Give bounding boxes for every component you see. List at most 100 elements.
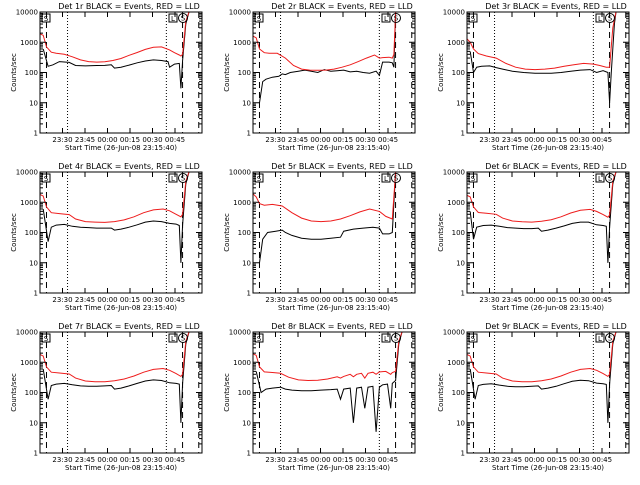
y-tick-label: 10000	[443, 169, 465, 177]
x-tick-label: 00:00	[524, 456, 544, 464]
plot-frame	[466, 11, 630, 134]
y-tick-label: 10000	[229, 329, 251, 337]
y-tick-label: 1000	[447, 39, 465, 47]
x-tick-label: 00:00	[310, 136, 330, 144]
x-tick-label: 23:45	[502, 456, 522, 464]
series-line-lld	[253, 12, 397, 71]
y-tick-label: 10000	[16, 9, 38, 17]
x-tick-label: 00:45	[378, 136, 398, 144]
y-tick-label: 10000	[443, 329, 465, 337]
legend-box-left-label: S	[44, 335, 49, 343]
x-tick-label: 23:30	[265, 136, 285, 144]
legend-circle-right-label: S	[181, 175, 186, 183]
legend-circle-right	[178, 13, 188, 23]
y-tick-label: 10	[456, 259, 465, 267]
legend-circle-right-label: S	[394, 15, 399, 23]
x-tick-label: 00:15	[333, 136, 353, 144]
legend-box-right	[381, 13, 391, 23]
plot-frame	[466, 171, 630, 294]
y-tick-label: 10	[29, 419, 38, 427]
x-tick-label: 23:45	[502, 136, 522, 144]
y-axis-label: Counts/sec	[437, 373, 445, 412]
x-tick-label: 00:30	[569, 296, 589, 304]
legend-box-right-label: L	[171, 15, 175, 23]
x-axis-label: Start Time (26-Jun-08 23:15:40)	[492, 304, 604, 312]
legend-circle-right-label: S	[394, 335, 399, 343]
legend-box-left	[468, 173, 478, 183]
legend-circle-right	[391, 333, 401, 343]
legend-box-right	[168, 13, 178, 23]
y-tick-label: 1000	[447, 199, 465, 207]
plot-frame	[39, 171, 203, 294]
x-tick-label: 23:30	[52, 136, 72, 144]
y-axis-label: Counts/sec	[223, 373, 231, 412]
y-tick-label: 10000	[229, 169, 251, 177]
y-tick-label: 10	[29, 99, 38, 107]
chart-panel-6: Det 6r BLACK = Events, RED = LLD 1 10 100 10…	[437, 162, 630, 312]
x-tick-label: 00:30	[142, 136, 162, 144]
y-tick-label: 10000	[229, 9, 251, 17]
x-tick-label: 00:00	[524, 296, 544, 304]
chart-panel-3: Det 3r BLACK = Events, RED = LLD 1 10 100 10…	[437, 2, 630, 152]
y-tick-label: 10000	[16, 329, 38, 337]
series-line-events	[42, 332, 190, 423]
legend-box-left-label: S	[471, 335, 476, 343]
legend-circle-right-label: S	[394, 175, 399, 183]
y-axis-label: Counts/sec	[223, 213, 231, 252]
x-tick-label: 00:30	[142, 456, 162, 464]
x-tick-label: 00:30	[355, 456, 375, 464]
legend-circle-right-label: S	[181, 15, 186, 23]
x-tick-label: 00:45	[378, 456, 398, 464]
series-line-events	[469, 332, 617, 423]
legend-box-right-label: L	[598, 175, 602, 183]
y-tick-label: 100	[25, 389, 38, 397]
y-tick-label: 1	[461, 130, 465, 138]
x-tick-label: 00:15	[333, 456, 353, 464]
x-tick-label: 00:30	[569, 456, 589, 464]
x-tick-label: 00:30	[355, 296, 375, 304]
legend-box-left	[254, 13, 264, 23]
series-line-lld	[467, 172, 617, 223]
x-tick-label: 00:30	[569, 136, 589, 144]
legend-circle-right	[178, 333, 188, 343]
y-tick-label: 1	[247, 450, 251, 458]
legend-box-right-label: L	[598, 335, 602, 343]
series-line-lld	[40, 332, 190, 383]
y-axis-label: Counts/sec	[10, 53, 18, 92]
y-axis-label: Counts/sec	[10, 213, 18, 252]
legend-box-left-label: S	[471, 15, 476, 23]
legend-circle-right	[178, 173, 188, 183]
legend-box-left-label: S	[44, 175, 49, 183]
legend-circle-right-label: S	[608, 15, 613, 23]
legend-circle-right	[605, 173, 615, 183]
chart-panel-4: Det 4r BLACK = Events, RED = LLD 1 10 100 10…	[10, 162, 203, 312]
y-tick-label: 100	[452, 229, 465, 237]
legend-circle-right-label: S	[181, 335, 186, 343]
x-tick-label: 00:00	[97, 136, 117, 144]
legend-box-right-label: L	[384, 15, 388, 23]
y-tick-label: 10	[29, 259, 38, 267]
x-tick-label: 00:00	[310, 296, 330, 304]
chart-panel-9: Det 9r BLACK = Events, RED = LLD 1 10 100 10…	[437, 322, 630, 472]
legend-circle-right-label: S	[608, 175, 613, 183]
plot-frame	[252, 331, 416, 454]
x-tick-label: 23:45	[75, 456, 95, 464]
x-tick-label: 23:30	[265, 296, 285, 304]
x-tick-label: 00:00	[97, 296, 117, 304]
y-tick-label: 10000	[16, 169, 38, 177]
x-tick-label: 00:00	[97, 456, 117, 464]
chart-title: Det 9r BLACK = Events, RED = LLD	[485, 322, 627, 331]
x-tick-label: 23:45	[502, 296, 522, 304]
x-tick-label: 23:45	[288, 296, 308, 304]
x-tick-label: 23:45	[75, 296, 95, 304]
legend-box-right	[168, 333, 178, 343]
y-tick-label: 10000	[443, 9, 465, 17]
y-axis-label: Counts/sec	[223, 53, 231, 92]
legend-box-left-label: S	[471, 175, 476, 183]
series-line-events	[259, 12, 397, 103]
x-tick-label: 23:30	[52, 296, 72, 304]
y-tick-label: 1000	[233, 39, 251, 47]
legend-box-right	[595, 13, 605, 23]
legend-box-left-label: S	[257, 335, 262, 343]
